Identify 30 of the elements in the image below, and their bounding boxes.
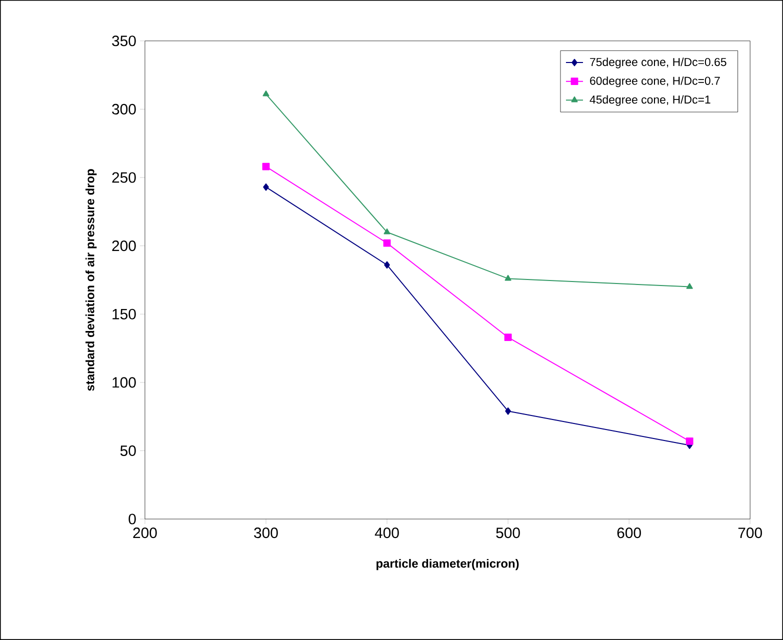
point	[504, 334, 512, 342]
x-tick-label: 300	[254, 528, 278, 538]
point	[686, 437, 694, 445]
x-axis-title: particle diameter(micron)	[376, 558, 519, 570]
x-tick-label: 200	[133, 528, 157, 538]
x-tick-label: 700	[738, 528, 762, 538]
point	[686, 283, 693, 289]
legend-label: 45degree cone, H/Dc=1	[590, 95, 710, 106]
point	[262, 162, 270, 170]
point	[384, 261, 390, 269]
point	[504, 274, 512, 281]
y-axis-title: standard deviation of air pressure drop	[85, 169, 97, 391]
point	[384, 228, 390, 234]
point	[383, 239, 391, 247]
point	[262, 90, 270, 96]
x-tick-label: 500	[496, 528, 520, 538]
x-tick-label: 400	[374, 528, 399, 538]
y-tick-label: 200	[112, 240, 136, 252]
legend-label: 75degree cone, H/Dc=0.65	[590, 58, 726, 68]
y-tick-label: 100	[112, 377, 136, 388]
y-tick-label: 50	[120, 445, 136, 456]
y-tick-label: 0	[128, 514, 136, 524]
y-tick-label: 150	[112, 308, 136, 320]
y-tick-label: 350	[112, 36, 136, 46]
y-tick-label: 300	[112, 104, 136, 114]
point	[263, 183, 269, 191]
legend-label: 60degree cone, H/Dc=0.7	[590, 76, 720, 88]
x-tick-label: 600	[617, 528, 641, 538]
y-tick-label: 250	[112, 172, 136, 183]
point	[505, 407, 511, 415]
